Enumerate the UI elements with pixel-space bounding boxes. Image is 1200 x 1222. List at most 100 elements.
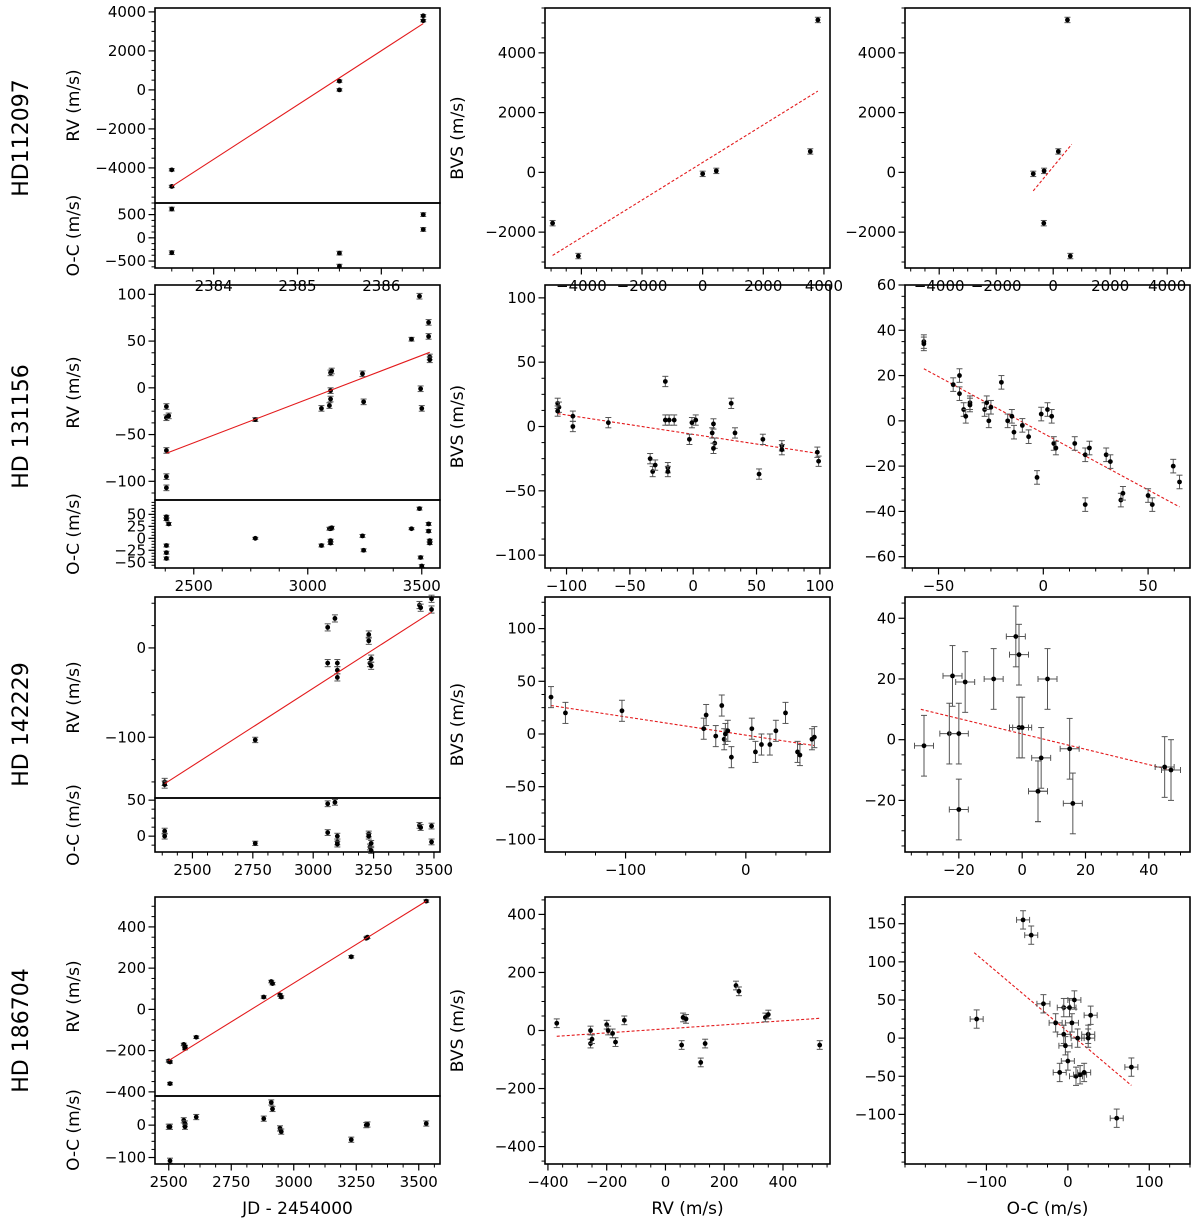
bvs-rv-point — [816, 458, 821, 464]
bvs-oc-xaxis-tick-label: 0 — [1039, 577, 1049, 595]
bvs-oc-point — [1061, 1031, 1067, 1037]
star-name-label: HD 142229 — [9, 662, 34, 786]
bvs-rv-point — [613, 1039, 618, 1045]
oc-point — [169, 250, 175, 256]
bvs-oc-xaxis-tick-label: −4000 — [914, 277, 965, 295]
bvs-oc-point — [956, 731, 962, 737]
bvs-oc-point — [962, 679, 968, 685]
bvs-oc-point — [1087, 445, 1092, 451]
bvs-oc-yaxis-tick-label: 0 — [886, 412, 896, 430]
rv-point — [420, 18, 426, 24]
rv-point — [366, 638, 372, 644]
rv-point — [270, 981, 275, 987]
rv-ylabel: RV (m/s) — [64, 69, 84, 141]
bvs-rv-point — [728, 754, 734, 760]
bvs-rv-yaxis-tick-label: 0 — [526, 418, 536, 436]
rv-point — [325, 660, 331, 666]
bvs-oc-yaxis-tick-label: 60 — [877, 276, 896, 294]
time-axis-tick-label: 2500 — [150, 1173, 188, 1191]
bvs-oc-point — [1177, 479, 1182, 485]
bvs-oc-point — [1041, 168, 1047, 174]
oc-point — [417, 506, 422, 512]
bvs-oc-xaxis-tick-label: −20 — [943, 861, 975, 879]
oc-point — [167, 1158, 173, 1164]
bvs-oc-panel-frame — [904, 284, 1191, 569]
bvs-rv-yaxis-tick-label: 400 — [507, 905, 536, 923]
rv-fit-line — [164, 611, 432, 785]
bvs-oc-xaxis-tick-label: −2000 — [971, 277, 1022, 295]
oc-point — [278, 1129, 284, 1135]
bvs-rv-yaxis-tick-label: −200 — [495, 1080, 536, 1098]
bvs-oc-point — [963, 413, 969, 419]
bvs-oc-point — [1057, 1070, 1063, 1075]
rv-fit-line — [166, 351, 430, 454]
rv-point — [418, 386, 424, 392]
bvs-oc-yaxis-tick-label: −100 — [855, 1105, 896, 1123]
rv-axis-tick-label: −100 — [105, 472, 146, 490]
bvs-oc-point — [1085, 1035, 1091, 1041]
bvs-ylabel: BVS (m/s) — [448, 683, 468, 766]
bvs-oc-point — [1120, 490, 1126, 496]
rv-axis-tick-label: −4000 — [95, 159, 146, 177]
rv-panel-frame — [154, 284, 441, 501]
bvs-rv-xaxis-tick-label: 4000 — [805, 277, 843, 295]
bvs-rv-point — [665, 469, 671, 474]
oc-point — [329, 525, 335, 531]
bvs-rv-point — [700, 171, 706, 177]
rv-axis-tick-label: 4000 — [108, 3, 146, 21]
bvs-rv-point — [817, 1042, 823, 1048]
bvs-rv-yaxis-tick-label: 100 — [507, 620, 536, 638]
bvs-oc-panel-frame — [904, 596, 1191, 853]
rv-point — [368, 656, 374, 662]
bvs-rv-xaxis-tick-label: 0 — [698, 277, 708, 295]
rv-point — [167, 1059, 173, 1065]
bvs-rv-point — [570, 424, 576, 429]
oc-point — [164, 556, 169, 561]
oc-point — [252, 535, 258, 541]
bvs-rv-point — [679, 1042, 685, 1048]
oc-point — [164, 516, 169, 522]
bvs-oc-point — [1005, 418, 1011, 424]
bvs-oc-point — [984, 400, 990, 406]
bvs-rv-point — [548, 694, 554, 700]
bvs-rv-point — [702, 1041, 708, 1046]
rv-point — [417, 293, 422, 299]
oc-point — [365, 1122, 370, 1127]
bvs-rv-yaxis-tick-label: −50 — [504, 482, 536, 500]
bvs-rv-point — [698, 1060, 704, 1065]
bvs-oc-panel-frame — [904, 896, 1191, 1165]
time-axis-tick-label: 3250 — [354, 861, 392, 879]
bvs-rv-point — [588, 1028, 593, 1033]
bvs-rv-point — [671, 417, 677, 423]
time-xlabel: JD - 2454000 — [241, 1199, 353, 1219]
bvs-rv-point — [815, 17, 821, 23]
rv-point — [429, 607, 434, 612]
bvs-ylabel: BVS (m/s) — [448, 989, 468, 1072]
bvs-oc-yaxis-tick-label: 0 — [886, 731, 896, 749]
rv-point — [325, 624, 331, 630]
rv-axis-tick-label: −100 — [105, 728, 146, 746]
oc-point — [409, 526, 414, 532]
bvs-oc-point — [921, 743, 927, 749]
bvs-rv-point — [765, 1012, 771, 1017]
bvs-rv-panel-frame — [544, 596, 831, 853]
rv-point — [366, 632, 372, 637]
bvs-rv-point — [662, 379, 668, 384]
bvs-oc-point — [1028, 932, 1034, 938]
bvs-oc-point — [1053, 1020, 1059, 1026]
rv-axis-tick-label: 0 — [136, 81, 146, 99]
oc-point — [337, 250, 342, 256]
bvs-rv-xaxis-tick-label: −4000 — [556, 277, 607, 295]
rv-point — [361, 399, 367, 405]
bvs-rv-yaxis-tick-label: 0 — [526, 725, 536, 743]
oc-axis-tick-label: 0 — [136, 827, 146, 845]
bvs-oc-point — [1128, 1064, 1134, 1070]
rv-ylabel: RV (m/s) — [64, 661, 84, 733]
bvs-rv-point — [749, 726, 755, 732]
bvs-oc-point — [1026, 434, 1032, 440]
bvs-oc-yaxis-tick-label: 2000 — [858, 104, 896, 122]
oc-point — [360, 533, 365, 539]
oc-point — [270, 1106, 275, 1112]
bvs-oc-point — [921, 341, 927, 347]
bvs-rv-point — [683, 1016, 689, 1022]
